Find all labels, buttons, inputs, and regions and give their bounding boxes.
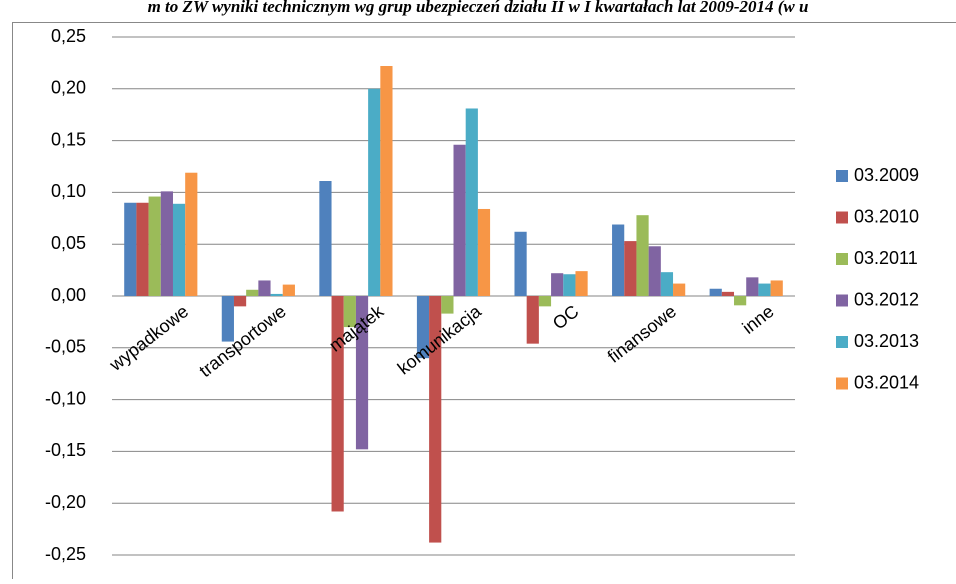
bar (710, 289, 722, 296)
y-tick-label: -0,10 (45, 388, 86, 408)
legend-label: 03.2009 (854, 165, 919, 185)
x-tick-label: inne (738, 301, 777, 338)
y-tick-label: 0,00 (51, 285, 86, 305)
x-tick-label: OC (549, 301, 583, 333)
bar (722, 292, 734, 296)
bar (673, 284, 685, 296)
bar (636, 215, 648, 296)
y-tick-label: -0,15 (45, 440, 86, 460)
legend-swatch (836, 253, 848, 265)
bar (758, 284, 770, 296)
bar (624, 241, 636, 296)
bar (441, 296, 453, 314)
bar (124, 203, 136, 296)
bar (514, 232, 526, 296)
bar (478, 209, 490, 296)
bar (246, 290, 258, 296)
x-tick-label: finansowe (604, 301, 680, 367)
bar (173, 204, 185, 296)
chart-frame (13, 23, 956, 580)
legend-swatch (836, 336, 848, 348)
bar (771, 280, 783, 296)
bar (649, 246, 661, 296)
bar (661, 272, 673, 296)
bar (527, 296, 539, 344)
bar (234, 296, 246, 306)
legend-swatch (836, 170, 848, 182)
bar (563, 274, 575, 296)
bar (136, 203, 148, 296)
bar (746, 277, 758, 296)
bar (539, 296, 551, 306)
bar (149, 197, 161, 296)
bar (319, 181, 331, 296)
legend-label: 03.2012 (854, 289, 919, 309)
bar (575, 271, 587, 296)
bar (222, 296, 234, 342)
y-tick-label: 0,10 (51, 181, 86, 201)
bar (380, 66, 392, 296)
legend-swatch (836, 378, 848, 390)
bar (368, 89, 380, 296)
y-tick-label: 0,05 (51, 233, 86, 253)
legend-label: 03.2010 (854, 206, 919, 226)
bar (271, 294, 283, 296)
x-tick-label: wypadkowe (105, 301, 192, 375)
y-tick-label: 0,15 (51, 129, 86, 149)
bar (551, 273, 563, 296)
bar (258, 280, 270, 296)
legend-swatch (836, 295, 848, 307)
bar (466, 108, 478, 296)
bar (161, 191, 173, 296)
legend-label: 03.2013 (854, 331, 919, 351)
chart-title: m to ZW wyniki technicznym wg grup ubezp… (148, 0, 809, 16)
legend-label: 03.2014 (854, 372, 919, 392)
bar (454, 145, 466, 296)
legend-label: 03.2011 (854, 248, 918, 268)
y-tick-label: -0,05 (45, 337, 86, 357)
y-tick-label: -0,25 (45, 544, 86, 564)
legend-swatch (836, 212, 848, 224)
y-tick-label: -0,20 (45, 492, 86, 512)
bar (612, 225, 624, 296)
bar (734, 296, 746, 305)
y-tick-label: 0,20 (51, 78, 86, 98)
bar (283, 285, 295, 296)
bar (185, 173, 197, 296)
y-tick-label: 0,25 (51, 26, 86, 46)
x-tick-label: transportowe (195, 301, 289, 381)
